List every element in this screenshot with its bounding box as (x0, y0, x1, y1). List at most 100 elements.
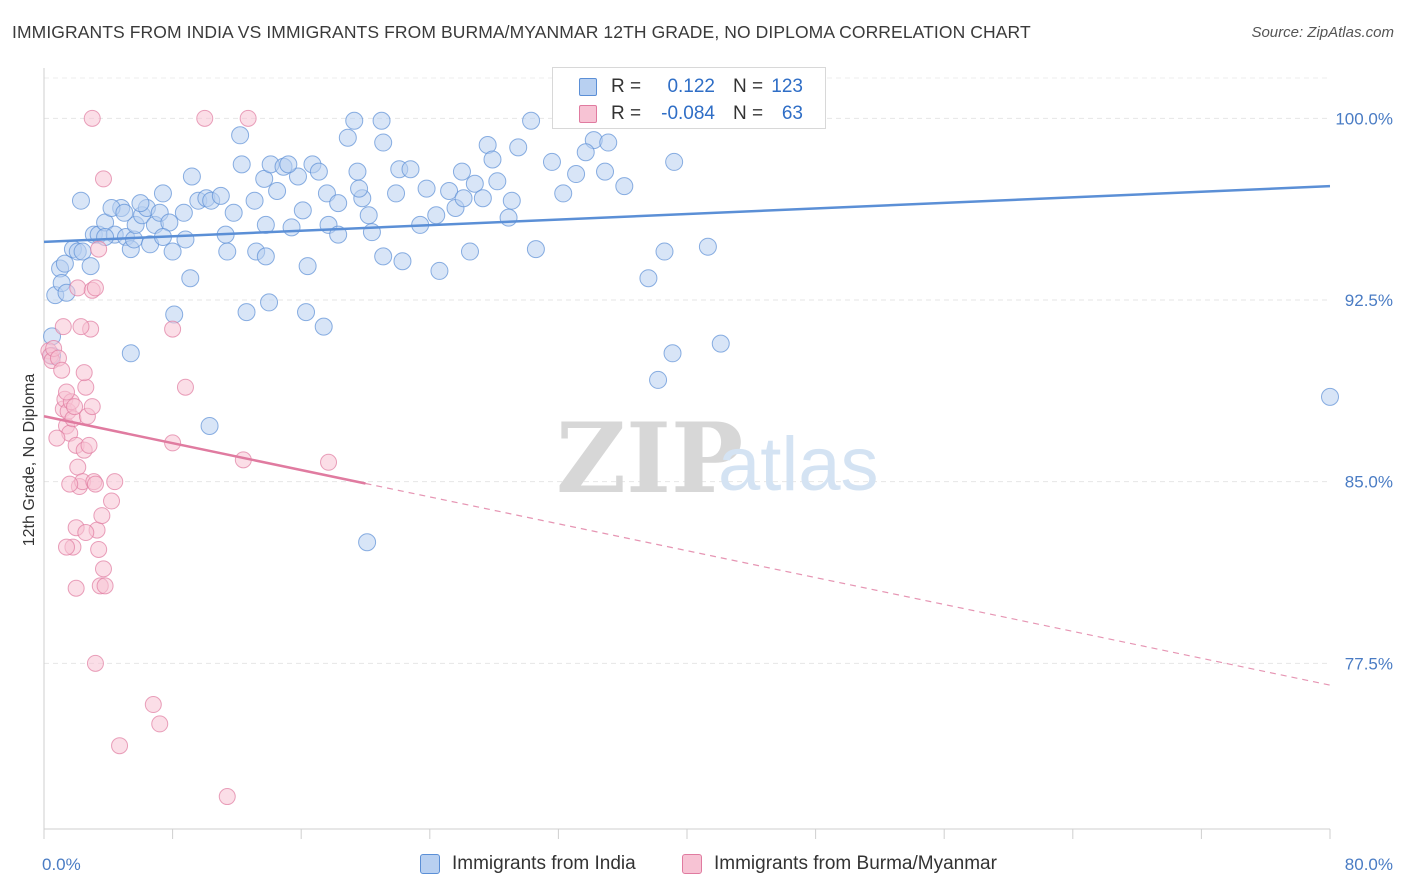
correlation-stats-box: R = 0.122 N = 123 R = -0.084 N = 63 (552, 67, 826, 129)
data-point (67, 579, 85, 597)
data-point (69, 458, 87, 476)
data-point (164, 320, 182, 338)
legend-swatch-india (420, 854, 440, 874)
data-point (176, 378, 194, 396)
data-point (465, 174, 484, 193)
trend-line (43, 415, 366, 485)
data-point (256, 247, 275, 266)
data-point (224, 203, 243, 222)
y-tick-label: 85.0% (1345, 473, 1393, 492)
data-point (144, 696, 162, 714)
data-point (111, 737, 129, 755)
data-point (427, 206, 446, 225)
data-point (665, 152, 684, 171)
data-point (374, 247, 393, 266)
data-point (58, 538, 76, 556)
trend-line-extension (365, 482, 1331, 686)
data-point (90, 540, 108, 558)
data-point (320, 453, 338, 471)
data-point (502, 191, 521, 210)
data-point (1321, 387, 1339, 406)
chart-title: IMMIGRANTS FROM INDIA VS IMMIGRANTS FROM… (12, 22, 1031, 42)
data-point (350, 179, 369, 198)
data-point (245, 191, 264, 210)
data-point (153, 184, 172, 203)
legend-label-india: Immigrants from India (452, 853, 636, 874)
data-point (268, 182, 287, 200)
data-point (55, 254, 74, 273)
data-point (576, 143, 595, 162)
data-point (58, 383, 76, 401)
data-point (75, 364, 93, 382)
data-point (174, 203, 193, 222)
data-point (639, 269, 658, 288)
data-point (81, 257, 100, 276)
data-point (329, 194, 348, 213)
data-point (237, 303, 256, 322)
data-point (663, 344, 682, 363)
data-point (72, 318, 90, 336)
n-label: N = (733, 103, 764, 124)
n-value-burma: 63 (781, 103, 803, 124)
data-point (454, 189, 473, 208)
data-point (698, 237, 717, 256)
data-point (338, 128, 357, 147)
data-point (218, 788, 236, 806)
data-point (151, 715, 169, 733)
y-tick-label: 92.5% (1345, 291, 1393, 310)
data-point (54, 318, 72, 336)
data-point (90, 240, 108, 258)
burma-swatch (579, 105, 597, 123)
data-point (94, 560, 112, 578)
data-point (615, 177, 634, 196)
legend-swatch-burma (682, 854, 702, 874)
data-point (211, 186, 230, 205)
series-india (43, 111, 1339, 552)
legend: Immigrants from India Immigrants from Bu… (0, 852, 1406, 878)
data-point (473, 189, 492, 208)
data-point (452, 162, 471, 181)
data-point (488, 172, 507, 191)
data-point (711, 334, 730, 353)
data-point (200, 416, 219, 435)
data-point (83, 109, 101, 127)
data-point (314, 317, 333, 336)
data-point (298, 257, 317, 276)
data-point (554, 184, 573, 203)
data-point (293, 201, 312, 220)
stats-row-india: R = 0.122 N = 123 (553, 73, 825, 101)
data-point (430, 261, 449, 280)
y-tick-label: 100.0% (1335, 109, 1393, 128)
data-point (71, 191, 90, 210)
data-point (77, 378, 95, 396)
axes (43, 68, 1331, 839)
x-tick-label: 80.0% (1345, 855, 1393, 874)
data-point (297, 303, 316, 322)
data-point (483, 150, 502, 169)
data-point (509, 138, 528, 157)
data-point (288, 167, 307, 186)
data-point (93, 507, 111, 525)
data-point (182, 167, 201, 186)
data-point (440, 182, 459, 200)
data-point (417, 179, 436, 198)
trend-line (43, 184, 1331, 244)
r-label: R = (611, 103, 642, 124)
data-point (83, 398, 101, 416)
data-point (69, 279, 87, 297)
data-point (372, 111, 391, 130)
watermark: ZIP atlas (556, 402, 879, 515)
data-point (599, 133, 618, 152)
x-tick-label: 0.0% (42, 855, 81, 874)
data-point (232, 155, 251, 174)
data-point (66, 398, 84, 416)
data-point (358, 533, 377, 552)
data-point (196, 109, 214, 127)
data-point (115, 203, 134, 222)
watermark-atlas: atlas (718, 422, 879, 507)
data-point (86, 475, 104, 493)
data-point (387, 184, 406, 203)
data-point (86, 279, 104, 297)
data-point (181, 269, 200, 288)
data-point (596, 162, 615, 181)
